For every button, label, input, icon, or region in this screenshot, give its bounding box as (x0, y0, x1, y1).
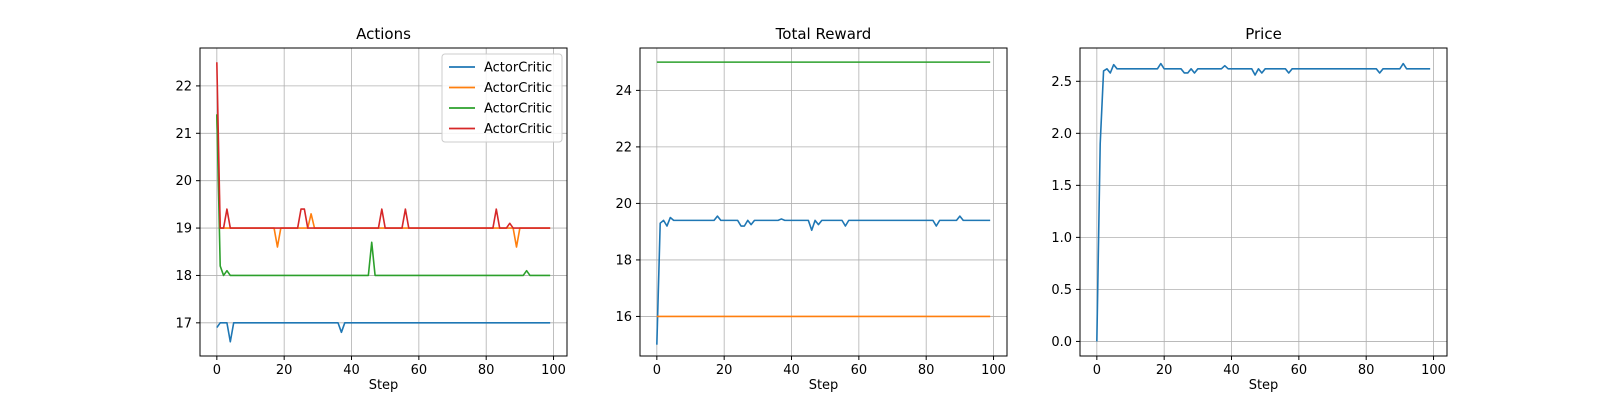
y-tick-label: 22 (175, 79, 192, 94)
series-line-0 (216, 322, 551, 343)
chart-total-reward: 0 20 40 60 80 100 16 18 20 22 24 Total Reward Step (615, 25, 1008, 393)
x-axis-label: Step (369, 378, 399, 393)
y-tick-label: 0.5 (1051, 283, 1072, 298)
x-tick-label: 0 (653, 363, 661, 378)
chart-title: Total Reward (775, 25, 872, 43)
y-tick-label: 1.5 (1051, 179, 1072, 194)
axes-frame (639, 47, 1008, 357)
series-line-0 (656, 215, 991, 345)
y-tick-label: 0.0 (1051, 335, 1072, 350)
y-tick-label: 2.5 (1051, 75, 1072, 90)
legend-entry: ActorCritic (484, 81, 552, 96)
x-tick-label: 80 (478, 363, 495, 378)
y-tick-label: 16 (615, 310, 632, 325)
x-tick-label: 80 (918, 363, 935, 378)
x-tick-label: 100 (541, 363, 566, 378)
y-tick-label: 18 (615, 253, 632, 268)
x-tick-label: 0 (213, 363, 221, 378)
axes-frame (199, 47, 568, 357)
x-tick-label: 20 (716, 363, 733, 378)
y-tick-label: 20 (615, 197, 632, 212)
legend-entry: ActorCritic (484, 102, 552, 117)
x-tick-label: 40 (343, 363, 360, 378)
x-tick-label: 60 (1291, 363, 1308, 378)
series-line-3 (216, 62, 551, 229)
x-tick-label: 60 (411, 363, 428, 378)
x-axis-label: Step (809, 378, 839, 393)
legend-entry: ActorCritic (484, 61, 552, 76)
x-tick-label: 40 (1223, 363, 1240, 378)
chart-title: Price (1245, 25, 1282, 43)
x-tick-label: 60 (851, 363, 868, 378)
y-tick-label: 2.0 (1051, 127, 1072, 142)
y-tick-label: 22 (615, 140, 632, 155)
chart-price: 0 20 40 60 80 100 0.0 0.5 1.0 1.5 2.0 2.5 Price Step (1051, 25, 1448, 393)
x-tick-label: 0 (1093, 363, 1101, 378)
axes-frame (1079, 47, 1448, 357)
x-tick-label: 20 (276, 363, 293, 378)
x-tick-label: 100 (981, 363, 1006, 378)
x-tick-label: 40 (783, 363, 800, 378)
x-tick-label: 100 (1421, 363, 1446, 378)
x-tick-label: 80 (1358, 363, 1375, 378)
legend-frame (441, 53, 563, 143)
chart-actions: 0 20 40 60 80 100 17 18 19 20 21 22 Actions Step Actor… (175, 25, 568, 393)
y-tick-label: 17 (175, 316, 192, 331)
x-tick-label: 20 (1156, 363, 1173, 378)
series-line-2 (216, 114, 551, 277)
y-tick-label: 20 (175, 174, 192, 189)
legend: ActorCritic ActorCritic ActorCritic ActorCr… (441, 53, 563, 143)
chart-title: Actions (356, 25, 411, 43)
y-tick-label: 1.0 (1051, 231, 1072, 246)
x-axis-label: Step (1249, 378, 1279, 393)
series-line-0 (1096, 62, 1431, 342)
y-tick-label: 18 (175, 269, 192, 284)
y-tick-label: 21 (175, 127, 192, 142)
y-tick-label: 24 (615, 84, 632, 99)
legend-entry: ActorCritic (484, 122, 552, 137)
y-tick-label: 19 (175, 222, 192, 237)
